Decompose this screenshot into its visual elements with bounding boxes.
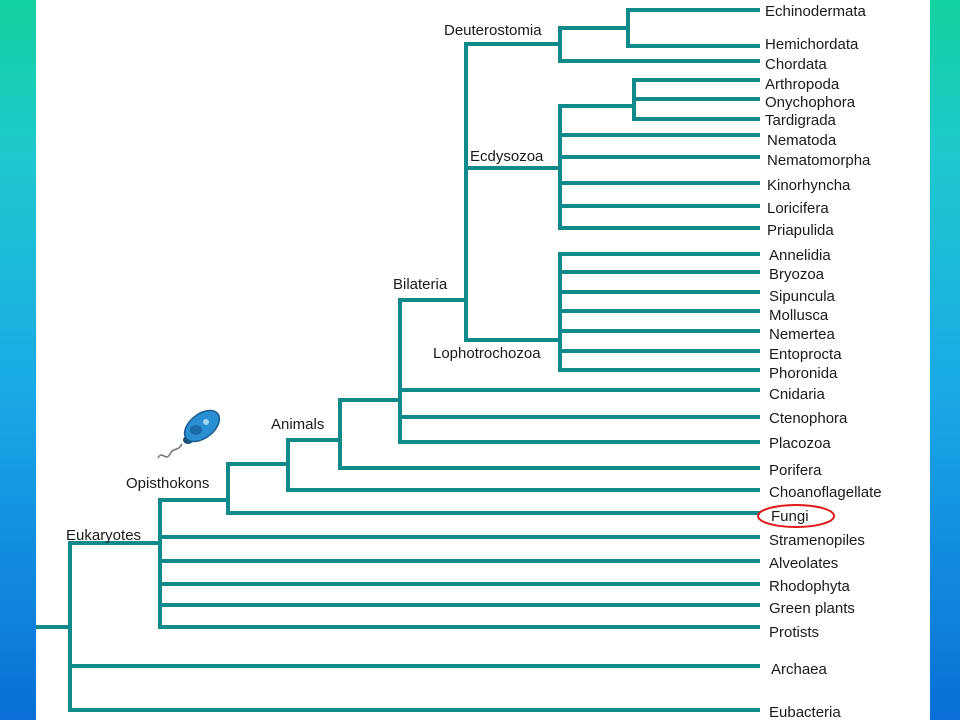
leaf-label: Loricifera <box>767 200 829 217</box>
leaf-label: Stramenopiles <box>769 532 865 549</box>
leaf-label: Sipuncula <box>769 288 836 305</box>
leaf-label: Phoronida <box>769 365 838 382</box>
leaf-label: Nemertea <box>769 326 836 343</box>
leaf-label: Rhodophyta <box>769 578 851 595</box>
clade-label-deuterostomia: Deuterostomia <box>444 22 542 39</box>
leaf-label: Annelidia <box>769 247 831 264</box>
clade-label-ecdysozoa: Ecdysozoa <box>470 148 544 165</box>
clade-label-bilateria: Bilateria <box>393 276 448 293</box>
leaf-label: Porifera <box>769 462 822 479</box>
leaf-label: Hemichordata <box>765 36 859 53</box>
leaf-label: Arthropoda <box>765 76 840 93</box>
fungi-highlight-circle <box>757 504 835 528</box>
leaf-label: Tardigrada <box>765 112 837 129</box>
leaf-label: Choanoflagellate <box>769 484 882 501</box>
leaf-label: Cnidaria <box>769 386 826 403</box>
leaf-label: Placozoa <box>769 435 831 452</box>
leaf-label: Priapulida <box>767 222 834 239</box>
leaf-label: Alveolates <box>769 555 838 572</box>
leaf-label: Kinorhyncha <box>767 177 851 194</box>
leaf-label-fungi: Fungi <box>771 508 809 525</box>
clade-label-eukaryotes: Eukaryotes <box>66 527 141 544</box>
choanoflagellate-cell-icon <box>157 409 221 459</box>
leaf-label: Entoprocta <box>769 346 842 363</box>
slide: Deuterostomia Ecdysozoa Bilateria Lophot… <box>36 0 930 720</box>
clade-label-animals: Animals <box>271 416 324 433</box>
leaf-label: Green plants <box>769 600 855 617</box>
leaf-labels: Echinodermata Hemichordata Chordata Arth… <box>765 3 882 720</box>
leaf-label: Echinodermata <box>765 3 867 20</box>
leaf-label: Eubacteria <box>769 704 841 720</box>
leaf-label: Onychophora <box>765 94 856 111</box>
tree-branches <box>36 8 760 712</box>
clade-label-opisthokons: Opisthokons <box>126 475 209 492</box>
leaf-label: Nematoda <box>767 132 837 149</box>
leaf-label: Ctenophora <box>769 410 848 427</box>
leaf-label: Bryozoa <box>769 266 825 283</box>
phylogenetic-tree: Deuterostomia Ecdysozoa Bilateria Lophot… <box>36 3 882 720</box>
clade-labels: Deuterostomia Ecdysozoa Bilateria Lophot… <box>66 22 544 544</box>
leaf-label: Mollusca <box>769 307 829 324</box>
leaf-label: Chordata <box>765 56 827 73</box>
clade-label-lophotrochozoa: Lophotrochozoa <box>433 345 541 362</box>
leaf-label: Archaea <box>771 661 828 678</box>
leaf-label: Nematomorpha <box>767 152 871 169</box>
leaf-label: Protists <box>769 624 819 641</box>
